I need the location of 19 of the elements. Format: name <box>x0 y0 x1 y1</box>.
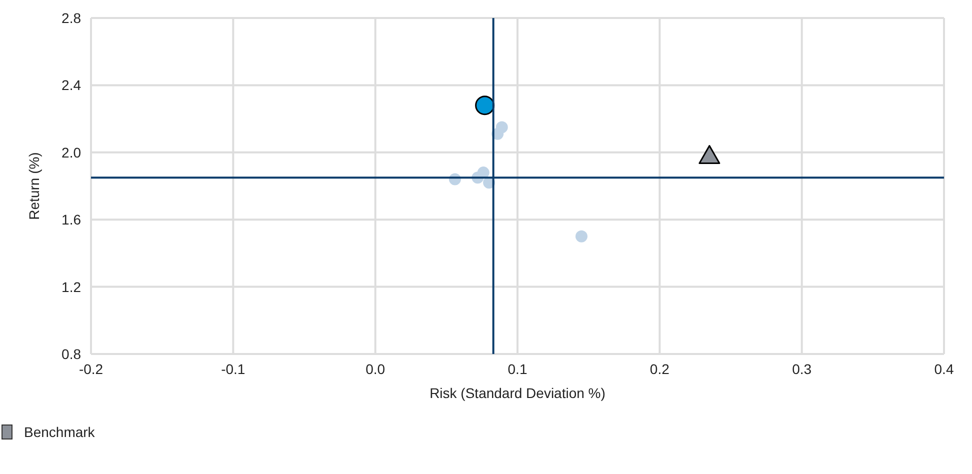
y-tick-label: 1.2 <box>62 278 82 295</box>
point <box>475 96 495 116</box>
x-axis-title: Risk (Standard Deviation %) <box>430 385 606 401</box>
y-tick-label: 2.0 <box>62 144 82 160</box>
point <box>698 145 720 164</box>
y-tick-label: 2.4 <box>62 77 82 94</box>
x-tick-label: 0.3 <box>792 361 812 377</box>
x-tick-label: -0.2 <box>78 361 104 377</box>
y-tick-label: 2.8 <box>62 10 82 26</box>
y-axis-title: Return (%) <box>26 152 42 220</box>
x-tick-label: 0.1 <box>508 361 528 377</box>
y-tick-label: 1.6 <box>62 212 82 228</box>
x-tick-label: 0.4 <box>934 361 954 377</box>
x-tick-label: 0.2 <box>650 361 670 377</box>
y-tick-label: 0.8 <box>62 346 82 362</box>
point <box>575 230 588 242</box>
x-tick-label: 0.0 <box>366 361 386 377</box>
legend-label: Benchmark <box>24 424 96 440</box>
x-tick-label: -0.1 <box>221 361 246 377</box>
